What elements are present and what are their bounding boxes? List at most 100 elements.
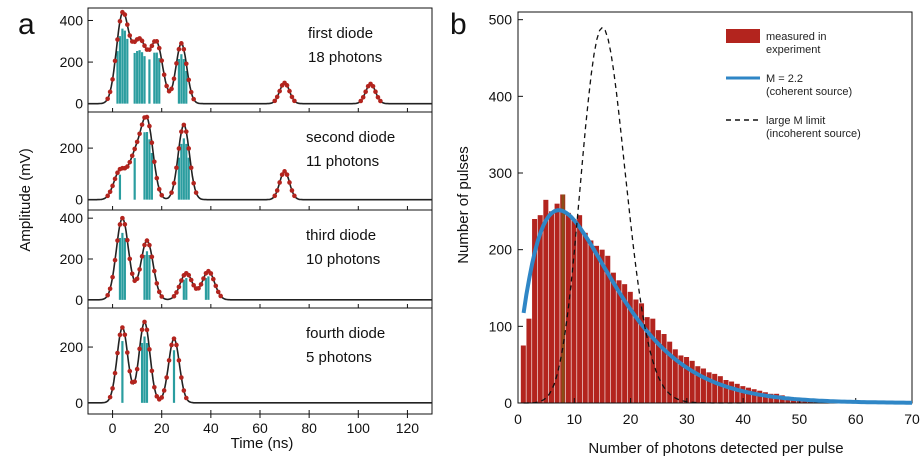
sample-point xyxy=(156,186,162,192)
sample-point xyxy=(115,238,120,243)
panel-b-frame xyxy=(517,11,913,404)
sample-point xyxy=(139,38,145,44)
sample-point xyxy=(134,139,140,145)
panel-a-letter: a xyxy=(18,8,35,41)
sample-point xyxy=(144,114,150,120)
sample-point xyxy=(115,37,120,42)
sample-point xyxy=(360,94,366,100)
sample-point xyxy=(289,94,295,100)
histogram-bar xyxy=(661,334,667,403)
sample-point xyxy=(193,190,199,195)
photon-count-label: 11 photons xyxy=(306,153,379,170)
sample-point xyxy=(107,394,113,400)
x-tick-label: 40 xyxy=(203,420,219,436)
sample-point xyxy=(132,379,137,384)
sample-point xyxy=(174,61,179,66)
sample-point xyxy=(112,370,118,376)
x-tick-label: 20 xyxy=(623,411,639,427)
histogram-bar xyxy=(588,240,594,403)
x-tick-label: 10 xyxy=(566,411,582,427)
sample-point xyxy=(282,169,287,174)
y-tick-label: 100 xyxy=(489,318,513,334)
y-tick-label: 200 xyxy=(489,242,513,258)
histogram-bar xyxy=(712,373,718,403)
histogram-bar xyxy=(734,383,740,403)
photon-count-label: 5 photons xyxy=(306,349,372,366)
sample-point xyxy=(169,86,174,92)
y-tick-label: 500 xyxy=(489,12,513,28)
sample-point xyxy=(105,96,110,102)
sample-point xyxy=(125,22,130,27)
sample-point xyxy=(284,83,290,88)
sample-point xyxy=(218,293,223,299)
x-tick-label: 120 xyxy=(396,420,420,436)
sample-point xyxy=(201,276,206,281)
sample-point xyxy=(198,282,204,287)
histogram-bar xyxy=(740,386,746,403)
sample-point xyxy=(154,281,160,286)
sample-point xyxy=(161,388,167,393)
diode-label: fourth diode xyxy=(306,325,385,342)
sample-point xyxy=(112,257,118,263)
sample-point xyxy=(159,395,165,400)
sample-point xyxy=(181,122,187,128)
sample-point xyxy=(363,89,368,94)
histogram-bar xyxy=(655,330,661,403)
sample-point xyxy=(181,388,187,393)
sample-point xyxy=(176,358,182,363)
sample-point xyxy=(125,350,130,355)
sample-point xyxy=(188,89,194,95)
sample-point xyxy=(378,98,383,104)
sample-point xyxy=(115,170,120,176)
sample-point xyxy=(164,375,169,380)
legend-swatch-bar xyxy=(726,29,760,43)
sample-point xyxy=(211,276,216,282)
diode-label: first diode xyxy=(308,25,373,42)
histogram-bar xyxy=(582,232,588,403)
legend-label: M = 2.2 xyxy=(766,73,803,85)
sample-point xyxy=(274,188,280,193)
histogram-bar xyxy=(717,376,723,403)
legend-label: large M limit xyxy=(766,115,825,127)
sample-point xyxy=(292,98,297,104)
sample-point xyxy=(120,325,125,330)
legend-sublabel: (incoherent source) xyxy=(766,128,861,140)
sample-point xyxy=(188,277,194,283)
sample-point xyxy=(186,77,192,83)
sample-point xyxy=(174,342,179,348)
x-tick-label: 0 xyxy=(514,411,522,427)
sample-point xyxy=(139,254,145,259)
sample-point xyxy=(171,293,177,299)
histogram-bar xyxy=(689,360,695,403)
panel-b: 0 100 200 300 400 500 0 10 20 30 40 50 60 70 measured … xyxy=(489,11,920,427)
sample-point xyxy=(127,368,133,374)
sample-point xyxy=(147,47,152,52)
sample-point xyxy=(277,88,282,94)
legend-sublabel: experiment xyxy=(766,44,820,56)
sample-point xyxy=(171,180,177,186)
sample-point xyxy=(149,43,155,49)
sample-point xyxy=(215,289,221,295)
sample-point xyxy=(272,98,278,104)
sample-point xyxy=(107,286,113,292)
sample-point xyxy=(139,327,145,333)
sample-point xyxy=(181,46,187,52)
histogram-bar xyxy=(644,317,650,403)
y-tick-label: 300 xyxy=(489,165,513,181)
sample-point xyxy=(117,18,123,24)
sample-point xyxy=(171,76,177,82)
sample-point xyxy=(125,237,130,243)
sample-point xyxy=(147,347,152,352)
sample-point xyxy=(287,88,292,94)
sample-point xyxy=(110,274,115,280)
x-tick-label: 60 xyxy=(252,420,268,436)
sample-point xyxy=(375,94,381,100)
x-tick-label: 70 xyxy=(904,411,920,427)
sample-point xyxy=(137,267,142,272)
sample-point xyxy=(159,193,165,198)
sample-point xyxy=(137,131,142,137)
histogram-bar xyxy=(520,345,526,403)
sample-point xyxy=(122,222,128,227)
sample-point xyxy=(279,172,285,177)
